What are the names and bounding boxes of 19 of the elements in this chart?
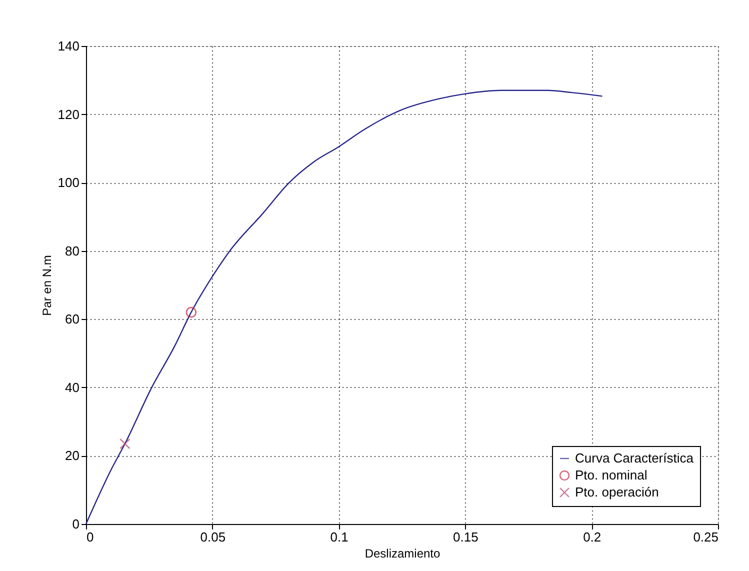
y-tick-label: 40 — [65, 380, 80, 395]
x-tick-label: 0 — [86, 530, 94, 544]
y-tick-label: 0 — [72, 516, 80, 532]
legend-label: Curva Característica — [575, 450, 694, 466]
y-tick-label: 20 — [65, 448, 80, 464]
y-tick-label: 120 — [58, 106, 80, 122]
legend-label: Pto. nominal — [575, 468, 648, 482]
x-tick-label: 0.15 — [453, 530, 478, 544]
x-tick-label: 0.25 — [693, 530, 718, 544]
legend-label: Pto. operación — [575, 484, 659, 500]
x-axis-title: Deslizamiento — [364, 546, 440, 560]
y-tick-label: 80 — [65, 243, 80, 258]
y-tick-label: 100 — [58, 175, 80, 190]
x-tick-label: 0.1 — [330, 530, 348, 544]
y-tick-label: 140 — [58, 38, 80, 54]
x-tick-label: 0.2 — [583, 530, 602, 544]
x-tick-label: 0.05 — [200, 530, 226, 544]
y-tick-label: 60 — [65, 312, 80, 327]
y-axis-title: Par en N.m — [40, 255, 54, 316]
